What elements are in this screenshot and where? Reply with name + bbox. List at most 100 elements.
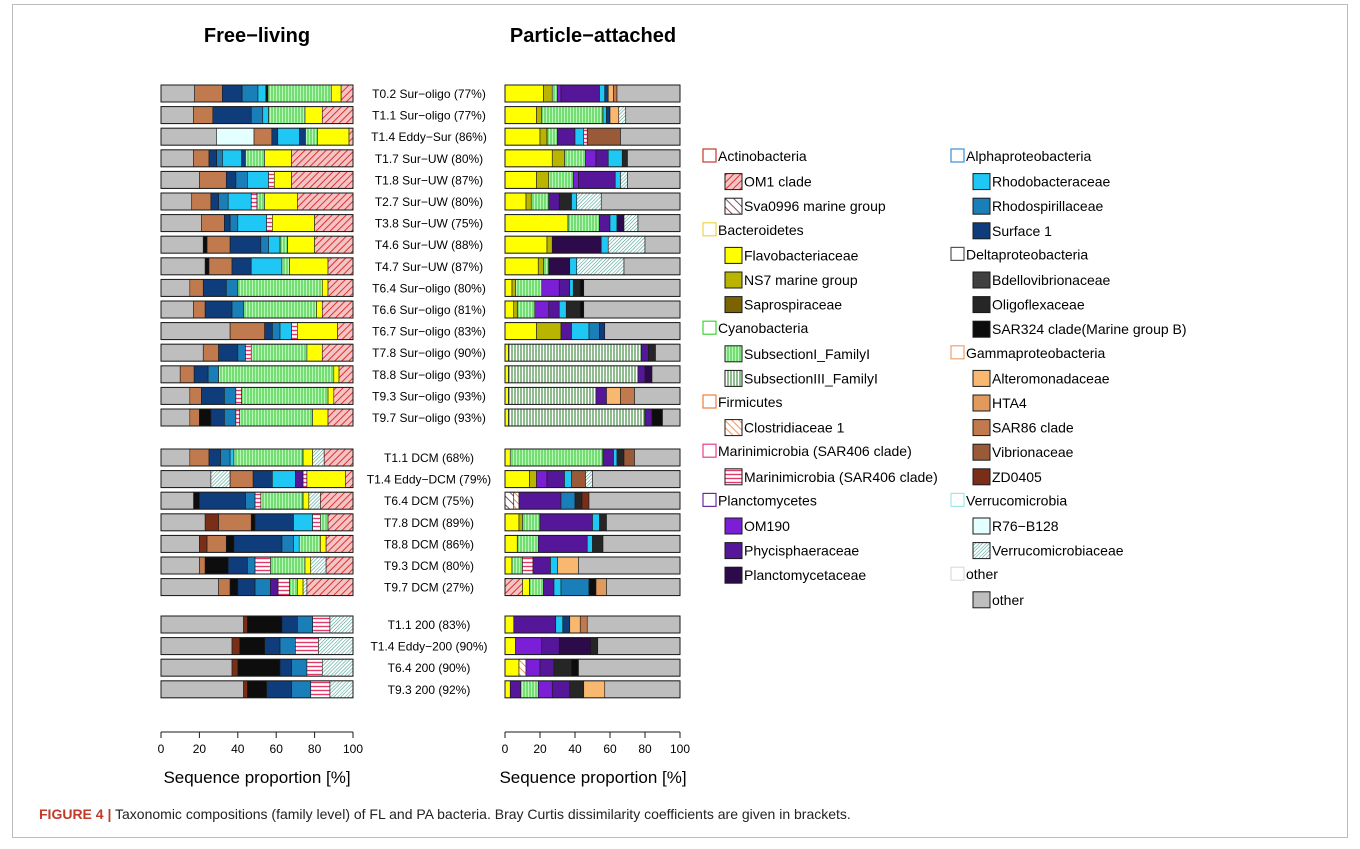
- fl-bar-segment: [160, 615, 244, 634]
- fl-bar-segment: [239, 408, 313, 427]
- pa-bar-segment: [565, 300, 581, 319]
- fl-bar-segment: [224, 387, 237, 405]
- pa-bar-segment: [541, 279, 560, 297]
- legend-family-label: Phycisphaeraceae: [744, 543, 859, 559]
- pa-bar-segment: [551, 84, 558, 103]
- legend-item: Marinimicrobia (SAR406 clade): [724, 468, 938, 486]
- legend-phylum-label: Planctomycetes: [718, 492, 817, 508]
- fl-bar-segment: [323, 448, 354, 467]
- legend-family-swatch: [972, 296, 991, 314]
- fl-bar-segment: [268, 171, 275, 189]
- sample-label: T6.4 DCM (75%): [384, 494, 474, 508]
- fl-bar-segment: [208, 448, 221, 467]
- fl-bar-outline: [160, 513, 354, 532]
- sample-label: T9.7 Sur−oligo (93%): [372, 411, 486, 425]
- pa-bar-segment: [602, 106, 607, 124]
- pa-bar-segment: [537, 535, 588, 553]
- figure-caption: FIGURE 4 | Taxonomic compositions (famil…: [39, 806, 1349, 822]
- pa-bar-segment: [564, 470, 572, 488]
- caption-label: FIGURE 4 |: [39, 806, 112, 822]
- pa-bar-segment: [504, 192, 527, 211]
- pa-bar-segment: [546, 470, 565, 488]
- legend-family-swatch: [972, 271, 991, 289]
- pa-bar-outline: [504, 680, 681, 699]
- sample-row: T1.1 DCM (68%): [160, 448, 681, 467]
- pa-bar-segment: [534, 300, 550, 319]
- fl-bar-segment: [273, 171, 292, 189]
- pa-bar-segment: [613, 448, 618, 467]
- fl-bar-segment: [321, 658, 354, 677]
- fl-bar-segment: [297, 578, 304, 596]
- pa-bar-segment: [551, 149, 565, 168]
- legend-item: Bacteroidetes: [702, 222, 804, 238]
- pa-bar-segment: [504, 491, 515, 510]
- legend-family-swatch: [724, 517, 743, 535]
- pa-bar-segment: [543, 578, 555, 596]
- legend-phylum-swatch: [702, 222, 717, 237]
- pa-bar-segment: [599, 214, 611, 232]
- sample-row: T9.3 200 (92%): [160, 680, 681, 699]
- pa-bar-segment: [597, 637, 681, 655]
- fl-bar-segment: [210, 470, 231, 488]
- sample-row: T7.8 DCM (89%): [160, 513, 681, 532]
- legend-phylum-label: Marinimicrobia (SAR406 clade): [718, 443, 912, 459]
- pa-bar-segment: [546, 235, 553, 254]
- sample-row: T1.4 Eddy−Sur (86%): [160, 127, 681, 146]
- legend-item: Firmicutes: [702, 394, 783, 410]
- pa-bar-segment: [504, 106, 537, 124]
- fl-x-axis-label: Sequence proportion [%]: [163, 768, 350, 787]
- pa-bar-outline: [504, 615, 681, 634]
- pa-bar-outline: [504, 534, 681, 553]
- pa-bar-segment: [564, 149, 586, 168]
- legend-family-swatch: [972, 419, 991, 437]
- pa-bar-segment: [560, 84, 600, 103]
- pa-bar-outline: [504, 127, 681, 146]
- pa-bar-segment: [504, 300, 515, 319]
- bar-area: T0.2 Sur−oligo (77%) T1.1 Sur−oligo (77%)…: [160, 84, 681, 699]
- fl-bar-segment: [289, 578, 298, 596]
- pa-bar-outline: [504, 556, 681, 575]
- pa-bar-segment: [518, 491, 562, 510]
- pa-bar-segment: [583, 300, 681, 319]
- fl-bar-segment: [160, 387, 191, 405]
- pa-bar-segment: [522, 513, 541, 532]
- legend-family-label: Oligoflexaceae: [992, 297, 1085, 313]
- legend-family-label: OM1 clade: [744, 174, 812, 190]
- fl-bar-segment: [199, 556, 206, 575]
- pa-bar-segment: [616, 448, 625, 467]
- fl-bar-segment: [235, 387, 242, 405]
- pa-bar-segment: [504, 257, 539, 276]
- fl-bar-segment: [207, 365, 219, 384]
- pa-bar-segment: [586, 535, 593, 553]
- pa-bar-segment: [572, 171, 579, 189]
- fl-bar-segment: [321, 343, 354, 362]
- sample-row: T9.3 Sur−oligo (93%): [160, 386, 681, 405]
- fl-bar-segment: [291, 149, 354, 168]
- pa-bar-segment: [504, 343, 509, 362]
- legend-item: SAR86 clade: [972, 419, 1074, 437]
- fl-bar-segment: [208, 149, 217, 168]
- pa-bar-segment: [529, 470, 537, 488]
- legend-item: SAR324 clade(Marine group B): [972, 320, 1187, 338]
- legend-phylum-label: Verrucomicrobia: [966, 492, 1067, 508]
- pa-bar-segment: [592, 513, 600, 532]
- pa-bar-segment: [555, 615, 564, 634]
- pa-bar-segment: [627, 149, 681, 168]
- fl-bar-segment: [204, 513, 219, 532]
- legend-item: SubsectionI_FamilyI: [724, 345, 870, 363]
- fl-bar-segment: [160, 257, 206, 276]
- pa-bar-segment: [504, 408, 509, 427]
- fl-bar-segment: [317, 127, 350, 146]
- pa-bar-segment: [539, 513, 593, 532]
- legend-family-swatch: [724, 197, 743, 215]
- fl-bar-segment: [231, 658, 239, 677]
- fl-bar-segment: [225, 279, 239, 297]
- legend-family-swatch: [972, 369, 991, 387]
- legend-family-label: SAR324 clade(Marine group B): [992, 321, 1187, 337]
- pa-bar-segment: [623, 214, 639, 232]
- pa-bar-outline: [504, 513, 681, 532]
- pa-bar-segment: [583, 680, 606, 699]
- fl-bar-segment: [289, 257, 329, 276]
- legend-family-swatch: [972, 517, 991, 535]
- legend-item: Gammaproteobacteria: [950, 345, 1106, 361]
